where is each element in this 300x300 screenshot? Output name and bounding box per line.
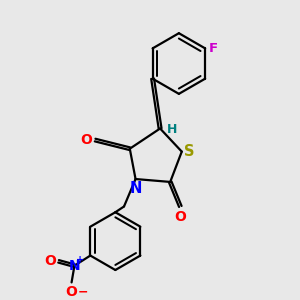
Text: F: F: [208, 42, 218, 55]
Text: O: O: [66, 285, 77, 299]
Text: O: O: [174, 210, 186, 224]
Text: S: S: [184, 144, 195, 159]
Text: −: −: [77, 285, 88, 298]
Text: H: H: [167, 123, 178, 136]
Text: +: +: [76, 255, 84, 265]
Text: O: O: [44, 254, 56, 268]
Text: O: O: [80, 133, 92, 147]
Text: N: N: [129, 181, 142, 196]
Text: N: N: [69, 259, 80, 273]
